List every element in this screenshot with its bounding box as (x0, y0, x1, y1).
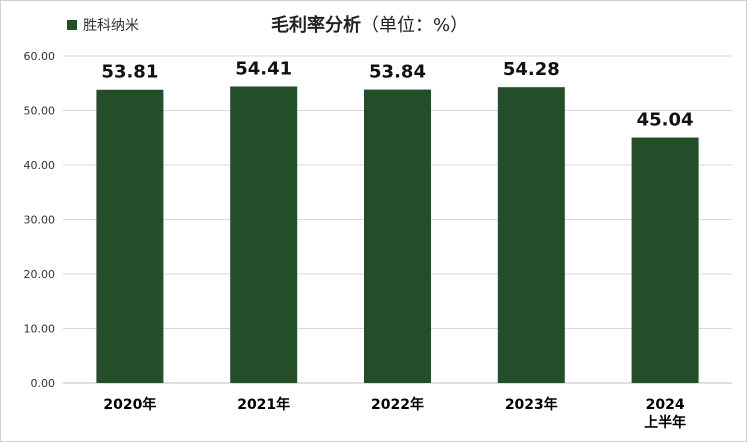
chart-title-main: 毛利率分析 (271, 15, 361, 36)
y-tick-label: 0.00 (31, 377, 56, 390)
y-tick-label: 20.00 (24, 268, 56, 281)
data-label: 53.81 (101, 62, 158, 83)
legend: 胜科纳米 (67, 15, 139, 35)
legend-label: 胜科纳米 (83, 18, 139, 34)
x-tick-label: 2021年 (237, 396, 290, 413)
legend-swatch (67, 20, 77, 30)
y-tick-label: 40.00 (24, 159, 56, 172)
chart-title-unit: （单位：%） (361, 15, 469, 36)
x-tick-label: 2022年 (371, 396, 424, 413)
chart-title: 毛利率分析（单位：%） (271, 11, 468, 37)
y-tick-label: 30.00 (24, 214, 56, 227)
x-tick-label: 2020年 (103, 396, 156, 413)
data-label: 54.28 (503, 59, 560, 80)
x-tick-label: 2023年 (505, 396, 558, 413)
bar (364, 89, 431, 384)
y-tick-label: 60.00 (24, 50, 56, 63)
data-label: 54.41 (235, 58, 292, 79)
bar (631, 137, 699, 383)
y-tick-label: 10.00 (24, 323, 56, 336)
bar (497, 87, 565, 383)
bar (96, 89, 164, 383)
data-label: 45.04 (637, 110, 694, 131)
x-tick-label: 2024 上半年 (644, 397, 686, 431)
y-tick-label: 50.00 (24, 105, 56, 118)
data-label: 53.84 (369, 62, 426, 83)
bar (230, 86, 298, 383)
